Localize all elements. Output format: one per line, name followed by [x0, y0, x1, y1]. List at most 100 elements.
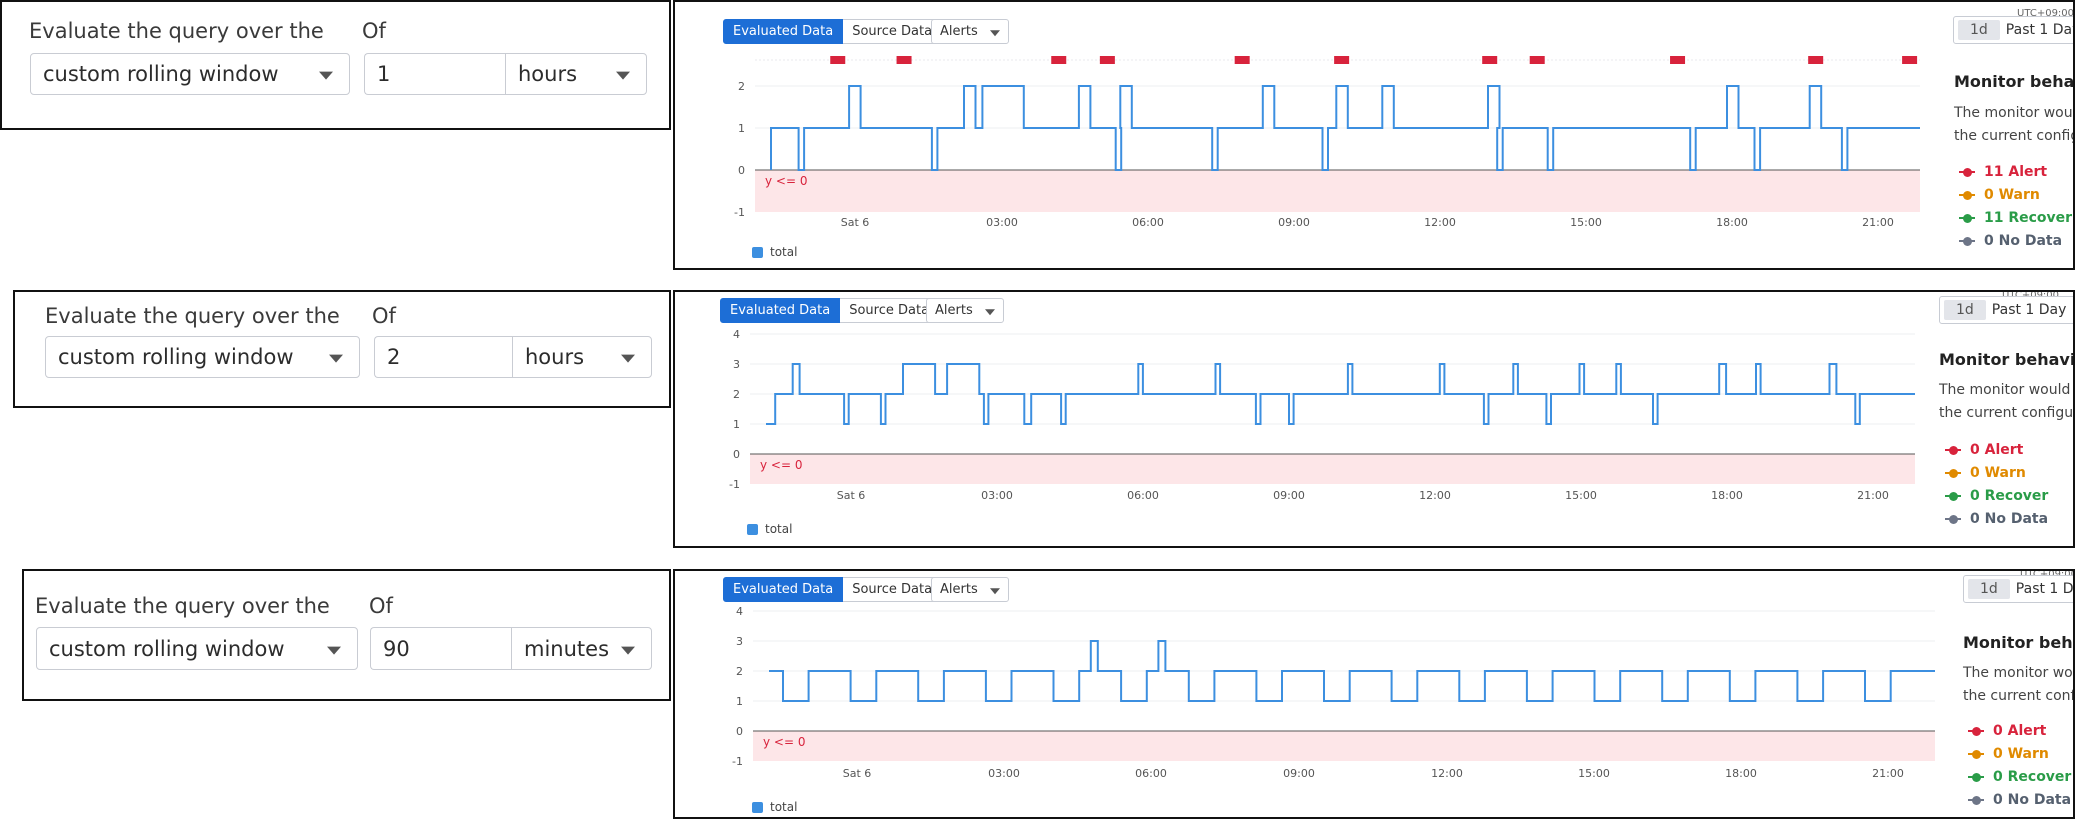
- x-tick-label: 06:00: [1127, 489, 1159, 502]
- alerts-dropdown[interactable]: Alerts: [931, 577, 1009, 602]
- alerts-dropdown[interactable]: Alerts: [931, 19, 1009, 44]
- evaluated-data-chart: y <= 0 4 3 2 1 0 -1 Sat 6 03:00 06:00 09:00 12:00 15…: [732, 605, 1935, 780]
- stat-alert-label: 11 Alert: [1984, 164, 2048, 180]
- monitor-desc-line: the current configuration: [1963, 688, 2075, 704]
- x-tick-label: 21:00: [1862, 216, 1894, 229]
- chevron-down-icon: [989, 29, 1000, 36]
- chevron-down-icon: [984, 308, 995, 315]
- time-range-pill: 1d: [1944, 300, 1986, 320]
- y-tick-label: 0: [738, 164, 745, 177]
- window-value-input[interactable]: 90: [370, 627, 511, 670]
- window-type-select[interactable]: custom rolling window: [30, 53, 350, 95]
- tab-evaluated-data[interactable]: Evaluated Data: [723, 577, 844, 602]
- y-tick-label: 3: [733, 358, 740, 371]
- x-tick-label: 21:00: [1872, 767, 1904, 780]
- chart-legend[interactable]: total: [752, 800, 797, 814]
- time-range-picker[interactable]: 1d Past 1 Day: [1953, 16, 2075, 44]
- x-tick-label: 09:00: [1278, 216, 1310, 229]
- stat-warn-label: 0 Warn: [1993, 746, 2049, 762]
- window-type-value: custom rolling window: [58, 345, 294, 369]
- threshold-region: [750, 454, 1915, 484]
- monitor-behavior-desc: The monitor would have the current confi…: [1954, 102, 2073, 148]
- stat-recover: 0 Recover: [1945, 488, 2048, 504]
- series-line-total: [769, 640, 1935, 702]
- chart-legend[interactable]: total: [752, 245, 797, 259]
- window-value-input[interactable]: 2: [374, 336, 512, 378]
- alert-marker: [1902, 56, 1918, 64]
- alert-marker: [1529, 56, 1545, 64]
- alert-marker: [1234, 56, 1250, 64]
- legend-swatch-total: [752, 246, 763, 258]
- monitor-preview-panel-3: Evaluated Data Source Data Alerts y <= 0…: [673, 569, 2075, 819]
- time-range-picker[interactable]: 1d Past 1 Day: [1939, 296, 2073, 324]
- alerts-dropdown-label: Alerts: [940, 582, 978, 597]
- chart-legend[interactable]: total: [747, 522, 792, 536]
- stat-alert: 11 Alert: [1959, 164, 2047, 180]
- x-tick-label: 09:00: [1283, 767, 1315, 780]
- legend-swatch-total: [752, 801, 763, 813]
- chevron-down-icon: [989, 587, 1000, 594]
- tab-source-data[interactable]: Source Data: [843, 577, 943, 602]
- data-tabs: Evaluated Data Source Data: [723, 19, 943, 44]
- stat-warn: 0 Warn: [1968, 746, 2049, 762]
- alert-marker: [896, 56, 912, 64]
- window-type-select[interactable]: custom rolling window: [45, 336, 360, 378]
- y-tick-label: 2: [738, 80, 745, 93]
- threshold-region: [755, 170, 1920, 212]
- stat-warn: 0 Warn: [1945, 465, 2026, 481]
- of-label: Of: [372, 304, 396, 328]
- stat-recover-label: 0 Recover: [1993, 769, 2072, 785]
- of-label: Of: [369, 594, 393, 618]
- tab-source-data[interactable]: Source Data: [843, 19, 943, 44]
- window-value: 1: [377, 62, 391, 86]
- evaluate-label: Evaluate the query over the: [29, 19, 324, 43]
- monitor-behavior-title: Monitor behavior: [1954, 72, 2075, 91]
- x-tick-label: 03:00: [988, 767, 1020, 780]
- chevron-down-icon: [621, 646, 635, 655]
- window-type-value: custom rolling window: [49, 636, 285, 661]
- monitor-behavior-desc: The monitor would have the current confi…: [1963, 662, 2075, 708]
- query-config-panel-1: Evaluate the query over the Of custom ro…: [0, 0, 671, 130]
- x-tick-label: 03:00: [981, 489, 1013, 502]
- x-tick-label: 06:00: [1135, 767, 1167, 780]
- x-tick-label: 15:00: [1578, 767, 1610, 780]
- window-unit-value: hours: [518, 62, 578, 86]
- y-tick-label: 3: [736, 635, 743, 648]
- alert-marker: [1099, 56, 1115, 64]
- chevron-down-icon: [319, 71, 333, 80]
- chevron-down-icon: [329, 354, 343, 363]
- window-unit-select[interactable]: hours: [512, 336, 652, 378]
- alerts-dropdown-label: Alerts: [935, 303, 973, 318]
- y-tick-label: 2: [736, 665, 743, 678]
- stat-nodata-label: 0 No Data: [1993, 792, 2072, 808]
- window-unit-select[interactable]: minutes: [511, 627, 652, 670]
- window-unit-select[interactable]: hours: [505, 53, 647, 95]
- stat-nodata-label: 0 No Data: [1984, 233, 2063, 249]
- stat-alert-label: 0 Alert: [1970, 442, 2024, 458]
- legend-label-total: total: [770, 800, 798, 814]
- x-tick-label: 09:00: [1273, 489, 1305, 502]
- stat-nodata: 0 No Data: [1968, 792, 2071, 808]
- alerts-dropdown[interactable]: Alerts: [926, 298, 1004, 323]
- nodata-dot-icon: [1963, 236, 1972, 246]
- tab-source-data[interactable]: Source Data: [840, 298, 940, 323]
- evaluated-data-chart: y <= 0 2 1 0 -1 Sat 6 03:00 06:00 09:00 12:00 15:0…: [734, 56, 1920, 229]
- window-value-input[interactable]: 1: [364, 53, 505, 95]
- time-range-picker[interactable]: 1d Past 1 Day: [1963, 575, 2073, 603]
- warn-dot-icon: [1972, 749, 1981, 759]
- time-range-label: Past 1 Day: [2005, 22, 2075, 38]
- tab-evaluated-data[interactable]: Evaluated Data: [723, 19, 844, 44]
- time-range-label: Past 1 Day: [1991, 302, 2067, 318]
- y-tick-label: -1: [729, 478, 740, 491]
- stat-alert-label: 0 Alert: [1993, 723, 2047, 739]
- stat-alert: 0 Alert: [1945, 442, 2023, 458]
- alert-marker: [1482, 56, 1498, 64]
- x-tick-label: 15:00: [1565, 489, 1597, 502]
- x-tick-label: 12:00: [1431, 767, 1463, 780]
- x-tick-label: Sat 6: [837, 489, 866, 502]
- alert-marker: [830, 56, 846, 64]
- window-type-select[interactable]: custom rolling window: [36, 627, 358, 670]
- tab-evaluated-data[interactable]: Evaluated Data: [720, 298, 841, 323]
- query-config-panel-2: Evaluate the query over the Of custom ro…: [13, 290, 671, 408]
- monitor-desc-line: The monitor would have: [1963, 665, 2073, 681]
